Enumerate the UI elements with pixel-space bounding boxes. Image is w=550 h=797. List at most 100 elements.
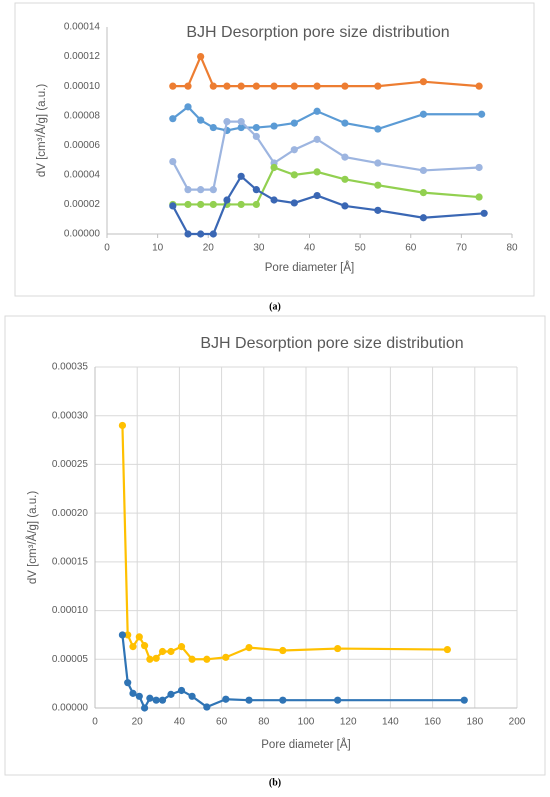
data-point	[313, 168, 321, 176]
data-point	[290, 171, 298, 179]
data-point	[222, 653, 230, 661]
data-point	[124, 631, 132, 639]
data-point	[197, 116, 205, 124]
y-tick-label: 0.00000	[64, 229, 101, 240]
x-tick-label: 60	[216, 717, 228, 728]
x-tick-label: 0	[92, 717, 98, 728]
x-tick-label: 30	[253, 243, 265, 254]
data-point	[209, 123, 217, 132]
x-tick-label: 200	[509, 717, 526, 728]
data-point	[341, 82, 349, 90]
y-tick-label: 0.00008	[64, 110, 101, 121]
data-point	[222, 695, 230, 703]
data-point	[245, 696, 253, 704]
data-point	[177, 686, 186, 695]
y-tick-label: 0.00015	[52, 556, 89, 567]
data-point	[184, 82, 192, 90]
data-point	[135, 692, 143, 700]
y-tick-label: 0.00030	[52, 410, 89, 421]
data-point	[167, 690, 175, 698]
data-point	[209, 82, 217, 90]
x-tick-label: 140	[382, 717, 399, 728]
data-point	[374, 125, 382, 133]
y-tick-label: 0.00012	[64, 51, 101, 62]
x-tick-label: 160	[424, 717, 441, 728]
data-point	[223, 82, 231, 90]
data-point	[184, 103, 192, 111]
data-point	[341, 202, 349, 210]
data-point	[209, 186, 217, 194]
data-point	[152, 654, 160, 662]
series-line	[172, 105, 482, 132]
data-point	[129, 689, 137, 697]
data-point	[270, 122, 278, 130]
data-point	[374, 206, 382, 214]
data-point	[290, 146, 298, 154]
data-point	[237, 172, 245, 180]
data-point	[124, 679, 132, 687]
data-point	[270, 163, 278, 172]
x-tick-label: 20	[132, 717, 144, 728]
x-axis-title: Pore diameter [Å]	[265, 261, 354, 274]
data-point	[184, 230, 192, 238]
series-line	[172, 53, 480, 88]
x-tick-label: 40	[304, 243, 316, 254]
data-point	[245, 643, 253, 652]
x-tick-label: 10	[152, 243, 164, 254]
data-point	[188, 655, 196, 663]
data-point	[341, 119, 349, 127]
y-axis-title: dV [cm³/Å/g] (a.u.)	[26, 491, 39, 584]
data-point	[203, 655, 211, 663]
data-point	[209, 230, 217, 238]
data-point	[188, 692, 196, 700]
y-tick-label: 0.00006	[64, 140, 101, 151]
data-point	[184, 186, 192, 194]
data-point	[419, 166, 428, 175]
series-line	[171, 120, 480, 191]
chart-title: BJH Desorption pore size distribution	[200, 335, 463, 352]
data-point	[313, 191, 321, 200]
data-point	[140, 642, 149, 650]
x-axis-title: Pore diameter [Å]	[261, 738, 350, 751]
data-point	[169, 115, 177, 123]
data-point	[152, 696, 160, 704]
data-point	[279, 696, 287, 704]
data-point	[290, 82, 298, 90]
data-point	[374, 181, 382, 189]
data-point	[184, 200, 192, 209]
x-tick-label: 60	[405, 243, 417, 254]
y-tick-label: 0.00005	[52, 654, 89, 665]
data-point	[252, 186, 260, 194]
data-point	[475, 82, 483, 90]
y-tick-label: 0.00002	[64, 199, 101, 210]
data-point	[419, 110, 428, 118]
data-point	[223, 196, 231, 204]
data-point	[197, 200, 205, 209]
data-point	[209, 200, 217, 209]
data-point	[341, 153, 349, 161]
data-point	[169, 82, 177, 90]
data-point	[313, 107, 321, 115]
data-point	[177, 643, 186, 651]
x-tick-label: 20	[203, 243, 215, 254]
data-point	[135, 633, 143, 641]
data-point	[252, 82, 260, 90]
chart-frame	[4, 315, 546, 776]
x-tick-label: 50	[355, 243, 367, 254]
data-point	[313, 82, 321, 90]
y-axis-title: dV [cm³/Å/g] (a.u.)	[35, 84, 48, 177]
x-tick-label: 80	[258, 717, 270, 728]
data-point	[252, 123, 260, 132]
data-point	[197, 52, 205, 61]
data-point	[197, 186, 205, 194]
data-point	[290, 119, 298, 127]
data-point	[237, 118, 245, 126]
data-point	[419, 78, 428, 86]
data-point	[237, 123, 245, 132]
data-point	[169, 202, 177, 210]
data-point	[270, 82, 278, 90]
y-tick-label: 0.00000	[52, 703, 89, 714]
data-point	[334, 696, 342, 704]
data-point	[140, 704, 149, 712]
